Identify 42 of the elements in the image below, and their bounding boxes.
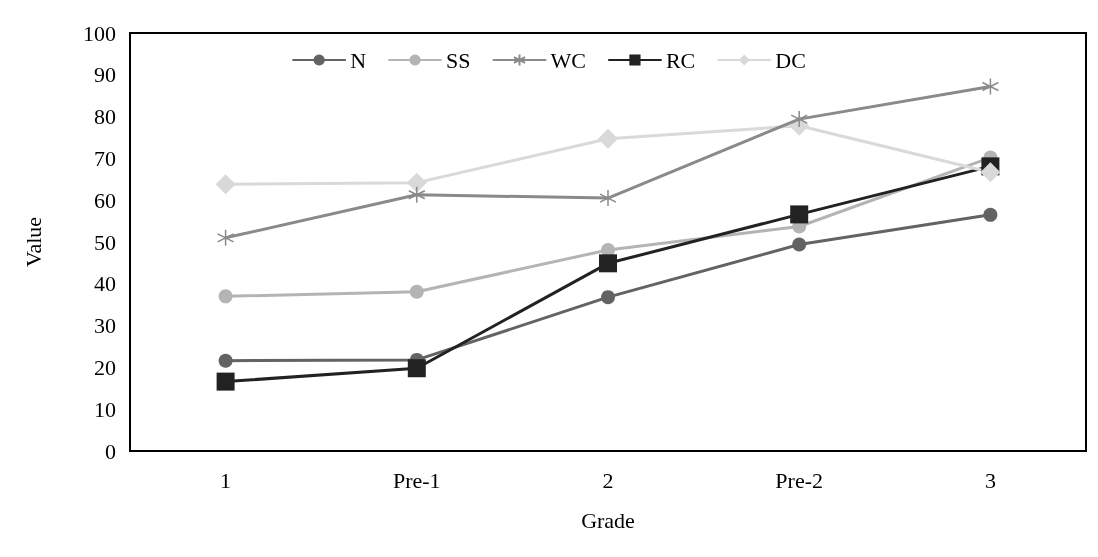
point [599, 254, 617, 273]
y-tick-label: 20 [94, 354, 116, 380]
x-tick-label: 1 [220, 467, 232, 493]
point [980, 162, 1001, 183]
y-tick-label: 30 [94, 313, 116, 339]
point [983, 207, 998, 222]
y-tick-label: 70 [94, 145, 116, 171]
y-axis-title: Value [20, 216, 46, 268]
point [790, 110, 808, 128]
point [407, 359, 426, 378]
point [792, 237, 807, 252]
point [790, 205, 809, 224]
point [216, 372, 235, 391]
x-tick-label: Pre-1 [392, 467, 441, 493]
point [981, 77, 1000, 96]
legend-label: DC [775, 47, 806, 73]
y-tick-label: 60 [94, 187, 116, 213]
y-tick-label: 50 [94, 229, 116, 255]
point [215, 174, 236, 195]
point [599, 189, 617, 207]
point [216, 229, 235, 247]
x-tick-label: 3 [984, 467, 996, 493]
x-tick-label: Pre-2 [775, 467, 824, 493]
point [406, 172, 427, 193]
legend-label: WC [550, 47, 586, 73]
y-tick-label: 100 [83, 20, 116, 46]
x-tick-label: 2 [602, 467, 614, 493]
point [409, 284, 424, 299]
legend-label: RC [665, 47, 696, 73]
x-axis-title: Grade [581, 507, 635, 533]
legend-label: SS [446, 47, 471, 73]
point [408, 186, 426, 204]
point [218, 289, 233, 304]
y-tick-label: 0 [105, 438, 116, 464]
legend-label: N [350, 47, 367, 73]
point [598, 128, 618, 149]
y-tick-label: 80 [94, 104, 116, 130]
point [218, 353, 233, 368]
y-tick-label: 10 [94, 396, 116, 422]
point [601, 290, 615, 305]
y-tick-label: 40 [94, 271, 116, 297]
y-tick-label: 90 [94, 62, 116, 88]
